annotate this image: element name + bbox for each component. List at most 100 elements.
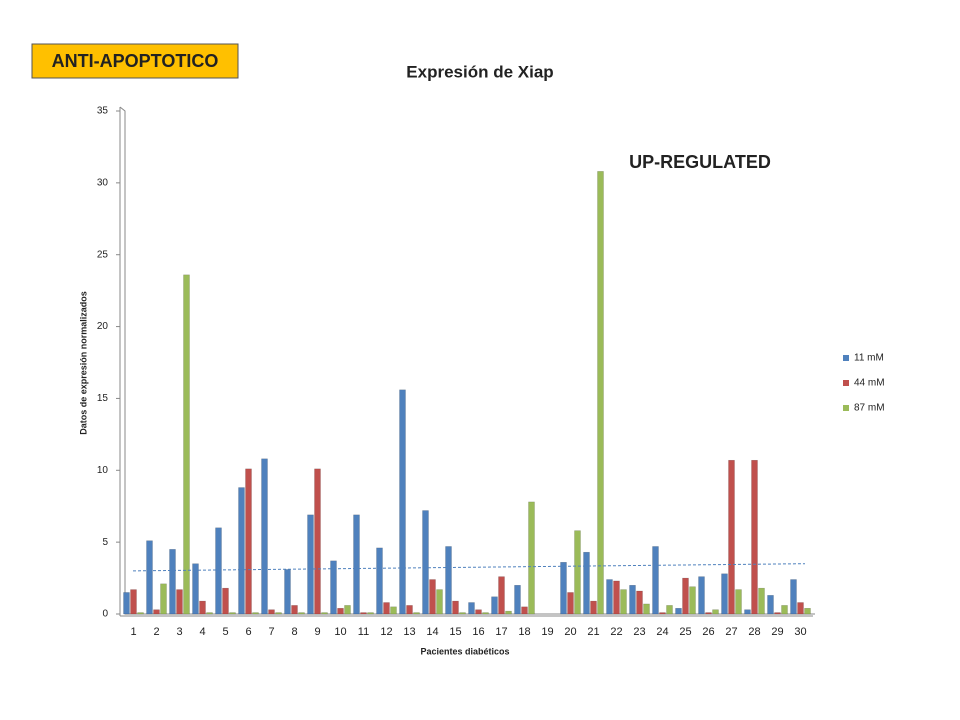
bar <box>514 585 521 615</box>
bar <box>344 605 351 615</box>
bar <box>192 563 199 615</box>
bar <box>169 549 176 615</box>
x-tick-label: 13 <box>403 626 415 638</box>
bar <box>597 171 604 615</box>
bar <box>383 602 390 615</box>
bar <box>183 274 190 615</box>
bar <box>245 468 252 615</box>
bar <box>682 577 689 615</box>
x-tick-label: 12 <box>380 626 392 638</box>
legend-swatch <box>843 355 849 361</box>
y-tick-label: 5 <box>102 537 108 548</box>
bar <box>422 510 429 615</box>
x-tick-label: 30 <box>794 626 806 638</box>
bar <box>620 589 627 615</box>
bar <box>758 587 765 615</box>
bar <box>160 583 167 615</box>
bar <box>123 592 130 615</box>
x-tick-label: 14 <box>426 626 438 638</box>
bar <box>314 468 321 615</box>
x-tick-label: 17 <box>495 626 507 638</box>
bar <box>774 612 781 615</box>
bar <box>321 612 328 615</box>
bar <box>505 610 512 615</box>
x-tick-label: 3 <box>176 626 182 638</box>
bar <box>390 606 397 615</box>
bar <box>284 569 291 615</box>
bar <box>137 612 144 615</box>
x-tick-label: 20 <box>564 626 576 638</box>
x-tick-label: 24 <box>656 626 668 638</box>
bar <box>238 487 245 615</box>
bar <box>307 514 314 615</box>
x-tick-label: 4 <box>199 626 205 638</box>
bar <box>337 608 344 615</box>
x-tick-label: 18 <box>518 626 530 638</box>
y-tick-label: 0 <box>102 609 108 620</box>
x-tick-label: 19 <box>541 626 553 638</box>
bar <box>436 589 443 615</box>
bar <box>590 600 597 615</box>
bar <box>176 589 183 615</box>
bar <box>705 612 712 615</box>
badge-box <box>31 43 239 79</box>
bar <box>367 612 374 615</box>
bar <box>206 612 213 615</box>
x-tick-label: 5 <box>222 626 228 638</box>
bar <box>652 546 659 615</box>
x-tick-label: 27 <box>725 626 737 638</box>
bar <box>252 612 259 615</box>
x-tick-label: 21 <box>587 626 599 638</box>
bar <box>744 609 751 615</box>
legend-label: 11 mM <box>854 353 884 364</box>
y-tick-label: 30 <box>97 177 109 188</box>
bar <box>613 580 620 615</box>
bar <box>229 612 236 615</box>
bar <box>298 612 305 615</box>
bar <box>781 605 788 615</box>
bar <box>459 612 466 615</box>
bar <box>675 608 682 615</box>
x-tick-label: 16 <box>472 626 484 638</box>
bar <box>528 501 535 615</box>
x-tick-label: 7 <box>268 626 274 638</box>
legend-swatch <box>843 380 849 386</box>
bar <box>636 590 643 615</box>
x-tick-label: 29 <box>771 626 783 638</box>
bar <box>482 612 489 615</box>
legend-label: 44 mM <box>854 378 885 389</box>
bar <box>268 609 275 615</box>
x-tick-label: 1 <box>130 626 136 638</box>
bar <box>698 576 705 615</box>
legend-label: 87 mM <box>854 403 885 414</box>
x-tick-label: 22 <box>610 626 622 638</box>
bar <box>767 595 774 615</box>
x-tick-label: 8 <box>291 626 297 638</box>
bar <box>261 458 268 615</box>
bar <box>790 579 797 615</box>
bar <box>413 612 420 615</box>
x-tick-label: 11 <box>358 626 369 638</box>
bar <box>629 585 636 615</box>
bar <box>728 459 735 615</box>
annotation: UP-REGULATED <box>629 152 771 172</box>
bar <box>153 609 160 615</box>
x-tick-label: 28 <box>748 626 760 638</box>
bar <box>275 612 282 615</box>
bar <box>475 609 482 615</box>
bar <box>330 560 337 615</box>
y-axis-title: Datos de expresión normalizados <box>78 291 88 435</box>
plot-frame <box>119 106 815 615</box>
x-tick-label: 9 <box>314 626 320 638</box>
bar <box>712 609 719 615</box>
x-tick-label: 23 <box>633 626 645 638</box>
bar <box>583 551 590 615</box>
bar <box>567 592 574 615</box>
y-tick-label: 35 <box>97 106 109 117</box>
bar <box>606 579 613 615</box>
bar <box>666 605 673 615</box>
bar <box>498 576 505 615</box>
bar <box>215 527 222 615</box>
chart-title: Expresión de Xiap <box>406 62 553 81</box>
